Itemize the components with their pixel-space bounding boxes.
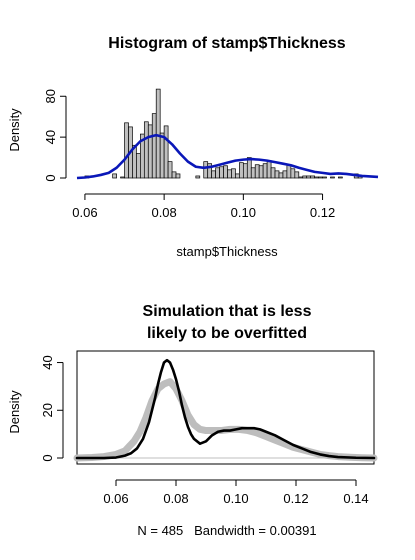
x-tick-label: 0.12 — [283, 491, 308, 506]
histogram-x-label: stamp$Thickness — [176, 244, 278, 259]
histogram-x-axis: 0.06 0.08 0.10 0.12 — [72, 193, 335, 220]
histogram-bar — [258, 165, 264, 179]
x-tick-label: 0.08 — [151, 205, 176, 220]
histogram-bar — [302, 175, 308, 179]
histogram-bar — [266, 160, 272, 179]
histogram-bar — [163, 125, 169, 179]
simulation-plot-box — [76, 350, 375, 465]
histogram-bar — [143, 121, 149, 179]
fitted-density-line — [75, 358, 376, 460]
x-tick-label: 0.06 — [72, 205, 97, 220]
x-tick-label: 0.10 — [223, 491, 248, 506]
histogram-bar — [274, 170, 280, 179]
histogram-y-axis: 0 40 80 — [43, 89, 67, 182]
histogram-y-label: Density — [7, 108, 22, 152]
histogram-title: Histogram of stamp$Thickness — [108, 35, 346, 52]
histogram-bar — [120, 176, 125, 179]
histogram-bar — [322, 176, 327, 179]
y-tick-label: 0 — [43, 174, 58, 181]
histogram-bar — [175, 173, 181, 179]
histogram-bar — [306, 175, 312, 179]
histogram-bar — [155, 88, 161, 179]
simulation-y-axis: 0 20 40 — [40, 355, 64, 462]
histogram-bar — [298, 176, 304, 179]
histogram-bar — [203, 161, 209, 179]
histogram-bar — [112, 173, 117, 179]
x-tick-label: 0.14 — [343, 491, 368, 506]
histogram-bar — [278, 172, 284, 179]
simulation-panel: Simulation that is less likely to be ove… — [7, 303, 378, 538]
y-tick-label: 80 — [43, 89, 58, 103]
x-tick-label: 0.10 — [231, 205, 256, 220]
histogram-bar — [219, 166, 224, 179]
x-tick-label: 0.08 — [163, 491, 188, 506]
histogram-bar — [338, 176, 343, 179]
histogram-bar — [147, 124, 153, 179]
histogram-panel: Histogram of stamp$Thickness 0.06 0.08 0.1… — [7, 35, 379, 259]
y-tick-label: 40 — [43, 130, 58, 144]
y-tick-label: 40 — [40, 355, 55, 369]
histogram-bar — [211, 170, 216, 179]
histogram-bar — [318, 176, 323, 179]
simulation-y-label: Density — [7, 390, 22, 434]
histogram-bar — [330, 176, 335, 179]
histogram-bar — [270, 167, 276, 179]
simulation-title-line-2: likely to be overfitted — [147, 325, 307, 342]
simulation-title-line-1: Simulation that is less — [143, 303, 312, 320]
histogram-bar — [294, 171, 300, 179]
x-tick-label: 0.12 — [310, 205, 335, 220]
histogram-bar — [215, 167, 220, 179]
histogram-bar — [124, 122, 129, 179]
histogram-bar — [235, 173, 240, 179]
histogram-bar — [254, 164, 260, 179]
histogram-bar — [250, 167, 256, 179]
histogram-bar — [310, 175, 315, 179]
histogram-bar — [151, 113, 157, 179]
histogram-bar — [246, 157, 252, 179]
histogram-bar — [282, 170, 288, 179]
histogram-bar — [262, 163, 268, 179]
histogram-bar — [242, 163, 248, 179]
histogram-bar — [231, 168, 236, 179]
density-curve — [76, 133, 379, 180]
simulation-series — [73, 358, 378, 462]
histogram-bar — [223, 165, 228, 179]
histogram-bar — [159, 132, 165, 179]
histogram-bar — [136, 153, 141, 179]
simulation-x-axis: 0.06 0.08 0.10 0.12 0.14 — [103, 479, 369, 506]
y-tick-label: 20 — [40, 403, 55, 417]
histogram-bar — [290, 168, 296, 179]
histogram-bar — [167, 161, 173, 179]
histogram-bar — [227, 169, 232, 179]
simulation-x-label: N = 485 Bandwidth = 0.00391 — [137, 523, 316, 538]
y-tick-label: 0 — [40, 454, 55, 461]
histogram-bar — [314, 176, 319, 179]
histogram-bar — [286, 164, 292, 179]
histogram-bar — [171, 171, 177, 179]
histogram-bar — [239, 162, 244, 179]
histogram-bar — [195, 175, 201, 179]
x-tick-label: 0.06 — [103, 491, 128, 506]
